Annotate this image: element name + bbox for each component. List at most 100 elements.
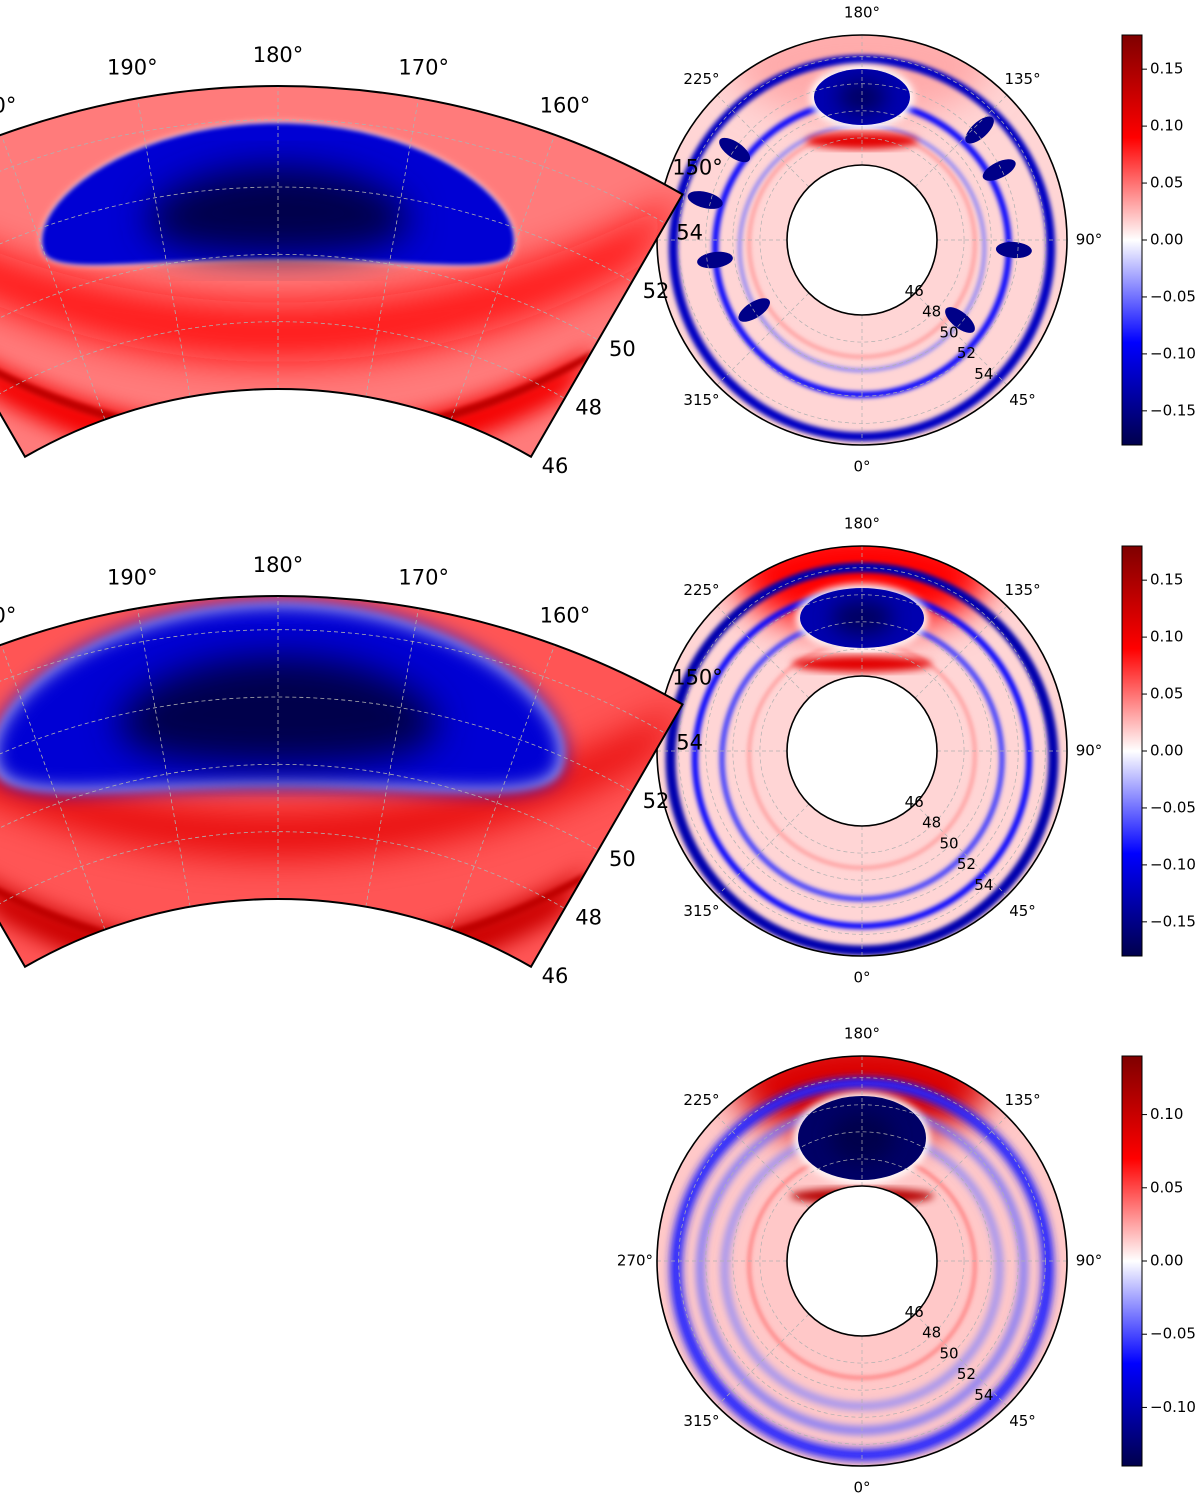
vortex-core xyxy=(118,656,438,765)
angle-tick-label: 0° xyxy=(853,458,870,476)
colorbar-tick-label: 0.00 xyxy=(1150,742,1183,760)
angle-tick-label: 45° xyxy=(1009,391,1036,409)
radial-tick-label: 50 xyxy=(939,1344,958,1362)
field xyxy=(657,34,1067,445)
angle-tick-label: 90° xyxy=(1076,742,1103,760)
colorbar-tick-label: −0.10 xyxy=(1150,344,1196,362)
colorbar-tick-label: 0.15 xyxy=(1150,60,1183,78)
radial-tick-label: 46 xyxy=(905,793,924,811)
lat-tick-label: 48 xyxy=(575,905,602,929)
lon-tick-label: 170° xyxy=(398,566,449,590)
grid-parallel xyxy=(0,831,565,909)
radial-tick-label: 48 xyxy=(922,814,941,832)
colorbar-gradient xyxy=(1121,34,1143,446)
grid-circle xyxy=(759,1158,965,1364)
grid-spoke xyxy=(716,94,810,188)
radial-tick-label: 46 xyxy=(905,282,924,300)
grid-spoke xyxy=(716,605,810,699)
angle-tick-label: 225° xyxy=(683,1091,719,1109)
grid-circle xyxy=(732,1131,992,1391)
lon-tick-label: 170° xyxy=(398,56,449,80)
radial-tick-label: 54 xyxy=(974,365,993,383)
eddy xyxy=(965,116,994,144)
colorbar-tick-label: −0.10 xyxy=(1150,1398,1196,1416)
sector-outline xyxy=(0,594,684,969)
positive-bar xyxy=(792,656,932,672)
colorbar-tick-label: 0.05 xyxy=(1150,174,1183,192)
sector-outline xyxy=(0,84,684,459)
eddy xyxy=(697,251,733,269)
radial-tick-label: 50 xyxy=(939,834,958,852)
lon-tick-label: 200° xyxy=(0,604,16,628)
colorbar: 0.10 0.05 0.00 −0.05 −0.10 xyxy=(1121,1055,1196,1467)
eddy xyxy=(738,298,770,322)
lon-tick-label: 180° xyxy=(253,553,304,577)
colorbar-tick-label: 0.15 xyxy=(1150,571,1183,589)
grid-meridian xyxy=(0,644,106,930)
grid-spoke xyxy=(914,292,1008,386)
grid-parallel xyxy=(0,321,565,399)
colorbar: 0.15 0.10 0.05 0.00 −0.05 −0.10 −0.15 xyxy=(1121,545,1196,957)
angle-tick-label: 225° xyxy=(683,70,719,88)
lon-tick-label: 200° xyxy=(0,94,16,118)
angle-tick-label: 135° xyxy=(1004,1091,1040,1109)
positive-halo xyxy=(0,704,683,858)
colorbar-tick-label: 0.10 xyxy=(1150,1105,1183,1123)
colorbar-tick-label: 0.05 xyxy=(1150,1178,1183,1196)
grid-circle xyxy=(732,110,992,370)
grid-spoke xyxy=(716,1115,810,1209)
colorbar-tick-label: 0.00 xyxy=(1150,231,1183,249)
vortex-core xyxy=(830,1112,894,1164)
radial-tick-label: 48 xyxy=(922,1324,941,1342)
colorbar-tick-label: −0.05 xyxy=(1150,1325,1196,1343)
grid-spoke xyxy=(914,94,1008,188)
lat-tick-label: 54 xyxy=(676,731,703,755)
angle-tick-label: 180° xyxy=(844,515,880,533)
row-3: 210°200°190°180°170°160°150°545250484618… xyxy=(0,553,1196,1494)
inner-circle xyxy=(786,1185,938,1337)
lat-tick-label: 54 xyxy=(676,221,703,245)
grid-circle xyxy=(759,648,965,854)
angle-tick-label: 0° xyxy=(853,1479,870,1494)
colorbar: 0.15 0.10 0.05 0.00 −0.05 −0.10 −0.15 xyxy=(1121,34,1196,446)
radial-tick-label: 52 xyxy=(957,855,976,873)
lat-tick-label: 46 xyxy=(542,454,569,478)
colorbar-gradient xyxy=(1121,545,1143,957)
lon-tick-label: 160° xyxy=(540,604,591,628)
angle-tick-label: 180° xyxy=(844,1025,880,1043)
angle-tick-label: 270° xyxy=(617,1252,653,1270)
angle-tick-label: 90° xyxy=(1076,1252,1103,1270)
eddy xyxy=(719,137,751,163)
grid-meridian xyxy=(137,608,191,907)
grid-parallel xyxy=(0,186,633,283)
eddy xyxy=(687,191,723,209)
lat-tick-label: 50 xyxy=(609,847,636,871)
angle-tick-label: 45° xyxy=(1009,1412,1036,1430)
angle-tick-label: 315° xyxy=(683,391,719,409)
colorbar-tick-label: −0.05 xyxy=(1150,798,1196,816)
vortex-core xyxy=(838,80,886,114)
colorbar-tick-label: −0.15 xyxy=(1150,401,1196,419)
grid-meridian xyxy=(365,98,419,397)
lon-tick-label: 150° xyxy=(672,665,723,689)
lon-tick-label: 160° xyxy=(540,94,591,118)
grid-spoke xyxy=(914,803,1008,897)
angle-tick-label: 135° xyxy=(1004,581,1040,599)
angle-tick-label: 135° xyxy=(1004,70,1040,88)
colorbar-tick-label: −0.15 xyxy=(1150,912,1196,930)
positive-ring xyxy=(748,130,976,358)
lat-tick-label: 46 xyxy=(542,964,569,988)
lat-tick-label: 52 xyxy=(643,279,670,303)
lat-tick-label: 48 xyxy=(575,395,602,419)
angle-tick-label: 180° xyxy=(844,4,880,22)
angle-tick-label: 315° xyxy=(683,1412,719,1430)
field xyxy=(0,596,683,967)
grid-meridian xyxy=(450,644,556,930)
grid-meridian xyxy=(365,608,419,907)
angle-tick-label: 0° xyxy=(853,969,870,987)
grid-meridian xyxy=(0,134,106,420)
